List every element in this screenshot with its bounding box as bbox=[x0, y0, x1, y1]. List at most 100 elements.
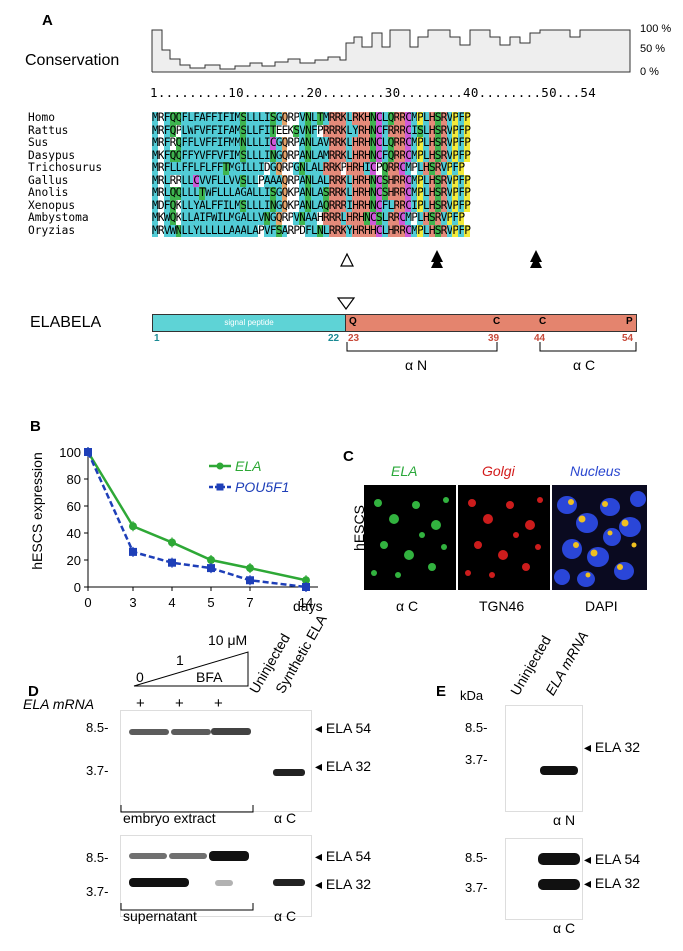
micrograph-title-ela: ELA bbox=[391, 463, 418, 479]
domain-letter-c2: C bbox=[539, 316, 547, 327]
domain-letter-c1: C bbox=[493, 316, 501, 327]
band-ela32-e1: ◂ ELA 32 bbox=[584, 739, 641, 755]
micrograph-title-golgi: Golgi bbox=[482, 463, 515, 479]
blot-alpha-n bbox=[505, 705, 583, 812]
panel-a-letter: A bbox=[42, 12, 53, 29]
species-name: Sus bbox=[28, 136, 49, 149]
sequence-row: MKWQKLLAIFWILMGALLVNGQRPVNAAHRRRLHRHNCSL… bbox=[152, 211, 466, 225]
series-line-pou5f1 bbox=[86, 451, 307, 589]
sequence-row: MRLRRLLCVVFLLVVSLLPAAAQRPANLALRRKLHRHNCS… bbox=[152, 173, 471, 187]
y-tick-label: 20 bbox=[67, 553, 81, 568]
legend-marker-ela bbox=[209, 462, 231, 470]
domain-brackets bbox=[346, 342, 637, 352]
species-name: Gallus bbox=[28, 173, 69, 187]
x-tick-label: 4 bbox=[168, 595, 175, 610]
band-ela32-e2: ◂ ELA 32 bbox=[584, 875, 641, 891]
species-name: Homo bbox=[28, 111, 55, 124]
mw-37-d2: 3.7- bbox=[86, 884, 109, 899]
sequence-ruler: 1.........10........20........30........… bbox=[150, 85, 597, 100]
blot-supernatant bbox=[120, 835, 312, 917]
mw-85-d1: 8.5- bbox=[86, 720, 109, 735]
panel-e-letter: E bbox=[436, 683, 447, 700]
data-point-ela bbox=[129, 522, 137, 531]
pos-1: 1 bbox=[154, 333, 160, 344]
plus-3: + bbox=[214, 695, 223, 712]
blot-extract bbox=[120, 710, 312, 812]
mw-85-e1: 8.5- bbox=[465, 720, 488, 735]
micrograph-caption-ac: α C bbox=[396, 598, 419, 614]
alpha-n-label: α N bbox=[405, 357, 428, 373]
species-name: Xenopus bbox=[28, 198, 76, 212]
embryo-extract-label: embryo extract bbox=[123, 810, 216, 826]
domain-letter-p: P bbox=[626, 316, 633, 327]
x-tick-label: 14 bbox=[299, 595, 313, 610]
species-names: Homo Rattus Sus Dasypus Trichosurus Gall… bbox=[28, 111, 103, 237]
mw-85-e2: 8.5- bbox=[465, 850, 488, 865]
plus-1: + bbox=[136, 695, 145, 712]
sequence-row: MRLQQLLLTWFLLLAGALLISGQKPANLASRRKLHRHNCS… bbox=[152, 186, 471, 200]
sequence-row: MKFQQFFYVFFVFIMSLLLINGQRPANLAMRRKLHRHNCF… bbox=[152, 148, 471, 162]
antibody-ac-d1: α C bbox=[274, 810, 297, 826]
data-point-pou5f1 bbox=[246, 576, 254, 585]
micrograph-caption-dapi: DAPI bbox=[585, 598, 618, 614]
elabela-label: ELABELA bbox=[30, 314, 102, 331]
data-point-pou5f1 bbox=[84, 448, 92, 456]
pos-54: 54 bbox=[622, 333, 634, 344]
bfa-one: 1 bbox=[176, 652, 184, 668]
micrograph-merge bbox=[552, 485, 647, 590]
cleavage-open-arrow-down bbox=[336, 297, 356, 310]
x-tick-label: 5 bbox=[207, 595, 214, 610]
legend-pou5f1: POU5F1 bbox=[235, 479, 290, 495]
micrograph-title-nucleus: Nucleus bbox=[570, 463, 621, 479]
sequence-row: MDFQKLLYALFFILMSLLLINGQKPANLAQRRRIHRHNCF… bbox=[152, 198, 471, 212]
band-ela32-d1: ◂ ELA 32 bbox=[315, 758, 372, 774]
bfa-ten: 10 μM bbox=[208, 632, 248, 648]
signal-peptide-bar: signal peptide bbox=[152, 314, 346, 332]
bfa-zero: 0 bbox=[136, 669, 144, 685]
extract-bracket bbox=[120, 805, 254, 813]
band-ela54-d1: ◂ ELA 54 bbox=[315, 720, 372, 736]
cons-tick-0: 0 % bbox=[640, 66, 659, 78]
cleavage-open-arrow bbox=[340, 252, 354, 267]
legend-marker-pou5f1 bbox=[209, 483, 231, 491]
bfa-gradient-triangle bbox=[133, 651, 249, 687]
signal-peptide-label: signal peptide bbox=[224, 318, 274, 327]
conservation-plot bbox=[151, 29, 631, 73]
species-name: Ambystoma bbox=[28, 211, 89, 224]
panel-c-letter: C bbox=[343, 448, 354, 465]
micrograph-caption-tgn46: TGN46 bbox=[479, 598, 525, 614]
data-point-pou5f1 bbox=[302, 583, 310, 591]
x-tick-label: 0 bbox=[84, 595, 91, 610]
cons-tick-50: 50 % bbox=[640, 43, 666, 55]
y-tick-label: 80 bbox=[67, 472, 81, 487]
sequence-row: MRVWNLLYLLLLLAAALAPVFSARPDFLNLRRKYHRHHCL… bbox=[152, 223, 471, 237]
data-point-ela bbox=[302, 576, 310, 585]
conservation-label: Conservation bbox=[25, 52, 120, 69]
sequence-row: MRFQPLWFVFFIFAMSLLFITEEKSVNFPRRRKLYRHNCF… bbox=[152, 123, 471, 137]
data-point-ela bbox=[207, 556, 215, 564]
y-tick-label: 40 bbox=[67, 526, 81, 541]
y-tick-label: 100 bbox=[59, 445, 81, 460]
x-tick-label: 3 bbox=[129, 595, 136, 610]
sequence-row: MRFRQFFLVFFIFMMNLLLICGQRPANLAVRRKLHRHNCL… bbox=[152, 136, 471, 150]
sequence-row: MRFLLFFLFLFFTMGILLIDGQRPGNLALRRKPHRHICPQ… bbox=[152, 161, 466, 175]
micrograph-golgi bbox=[458, 485, 550, 590]
antibody-ac-e: α C bbox=[553, 920, 576, 936]
data-point-pou5f1 bbox=[168, 558, 176, 567]
species-name: Rattus bbox=[28, 123, 69, 137]
antibody-ac-d2: α C bbox=[274, 908, 297, 924]
species-name: Trichosurus bbox=[28, 161, 103, 174]
pos-22: 22 bbox=[328, 333, 340, 344]
data-point-ela bbox=[246, 564, 254, 573]
series-line-ela bbox=[86, 451, 307, 582]
alpha-c-label: α C bbox=[573, 357, 596, 373]
data-point-ela bbox=[168, 538, 176, 547]
legend-ela: ELA bbox=[235, 458, 262, 474]
mw-37-e2: 3.7- bbox=[465, 880, 488, 895]
species-name: Oryzias bbox=[28, 223, 76, 237]
ela-mrna-label: ELA mRNA bbox=[23, 696, 95, 712]
data-point-pou5f1 bbox=[207, 564, 215, 573]
plus-2: + bbox=[175, 695, 184, 712]
x-tick-label: 7 bbox=[246, 595, 253, 610]
panel-b-letter: B bbox=[30, 418, 41, 435]
